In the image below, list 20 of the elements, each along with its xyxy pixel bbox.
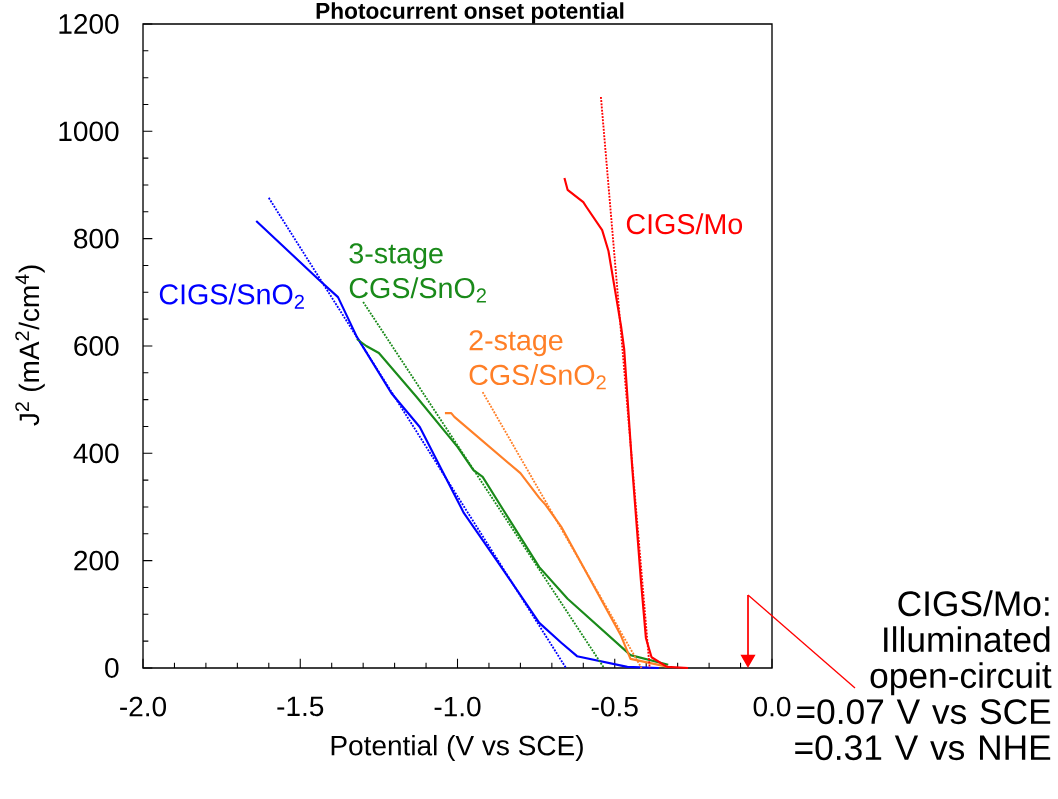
x-axis-title: Potential (V vs SCE) [331,734,583,762]
chart-title: Photocurrent onset potential [316,2,624,24]
series-label: CIGS/Mo [626,213,743,235]
x-tick-label: -1.5 [277,696,324,717]
series-label: 3-stage CGS/SnO$_{2}$ [349,243,486,303]
x-tick-label: -1.0 [434,696,481,717]
series-label: 2-stage CGS/SnO$_{2}$ [469,330,606,390]
x-tick-label: 0.0 [753,696,791,717]
y-axis-title: J$^{2}$ (mA$^{2}$/cm$^{4}$) [15,265,45,426]
y-tick-label: 1200 [59,14,119,34]
y-tick-label: 0 [105,658,119,678]
y-tick-label: 600 [74,336,119,356]
series-label: CIGS/SnO$_{2}$ [159,283,304,309]
text: CIGS/Mo: Illuminated open-circuit =0.07 V vs SCE =0.31 V vs NHE [795,590,1052,761]
x-tick-label: -0.5 [591,696,638,717]
y-tick-label: 400 [73,443,119,464]
y-tick-label: 1000 [59,121,119,142]
y-tick-label: 200 [74,550,119,571]
x-tick-label: -2.0 [120,696,167,717]
y-tick-label: 800 [74,228,119,249]
